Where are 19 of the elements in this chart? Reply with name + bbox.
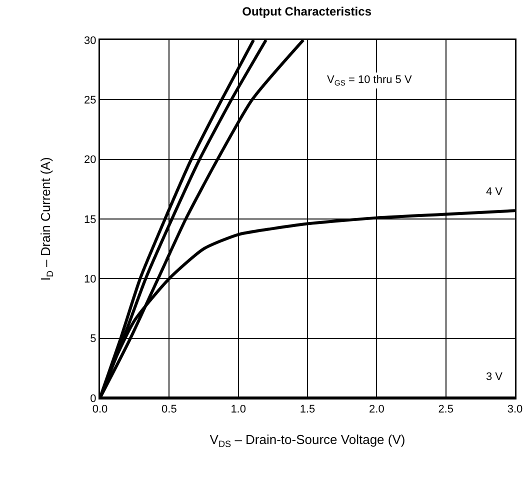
annotation: 4 V — [486, 186, 504, 198]
x-tick-label: 2.0 — [369, 404, 384, 416]
y-tick-label: 5 — [90, 333, 96, 346]
x-tick-label: 0.0 — [92, 404, 108, 416]
y-tick-label: 20 — [84, 154, 96, 166]
x-axis-title: V$_{DS}$ – Drain-to-Source Voltage (V) — [210, 432, 406, 449]
y-tick-label: 0 — [90, 392, 96, 405]
x-tick-label: 3.0 — [507, 404, 523, 416]
annotation: 3 V — [486, 371, 504, 383]
annotation: V$_{GS}$ = 10 thru 5 V — [327, 74, 412, 88]
x-tick-label: 1.0 — [230, 404, 246, 416]
y-tick-label: 30 — [84, 34, 96, 47]
y-tick-label: 15 — [84, 214, 96, 226]
x-tick-label: 2.5 — [438, 404, 454, 416]
y-tick-label: 10 — [84, 274, 96, 286]
x-tick-label: 0.5 — [162, 404, 177, 416]
y-tick-label: 25 — [84, 94, 96, 107]
chart-title: Output Characteristics — [242, 4, 372, 19]
x-tick-label: 1.5 — [300, 404, 316, 416]
